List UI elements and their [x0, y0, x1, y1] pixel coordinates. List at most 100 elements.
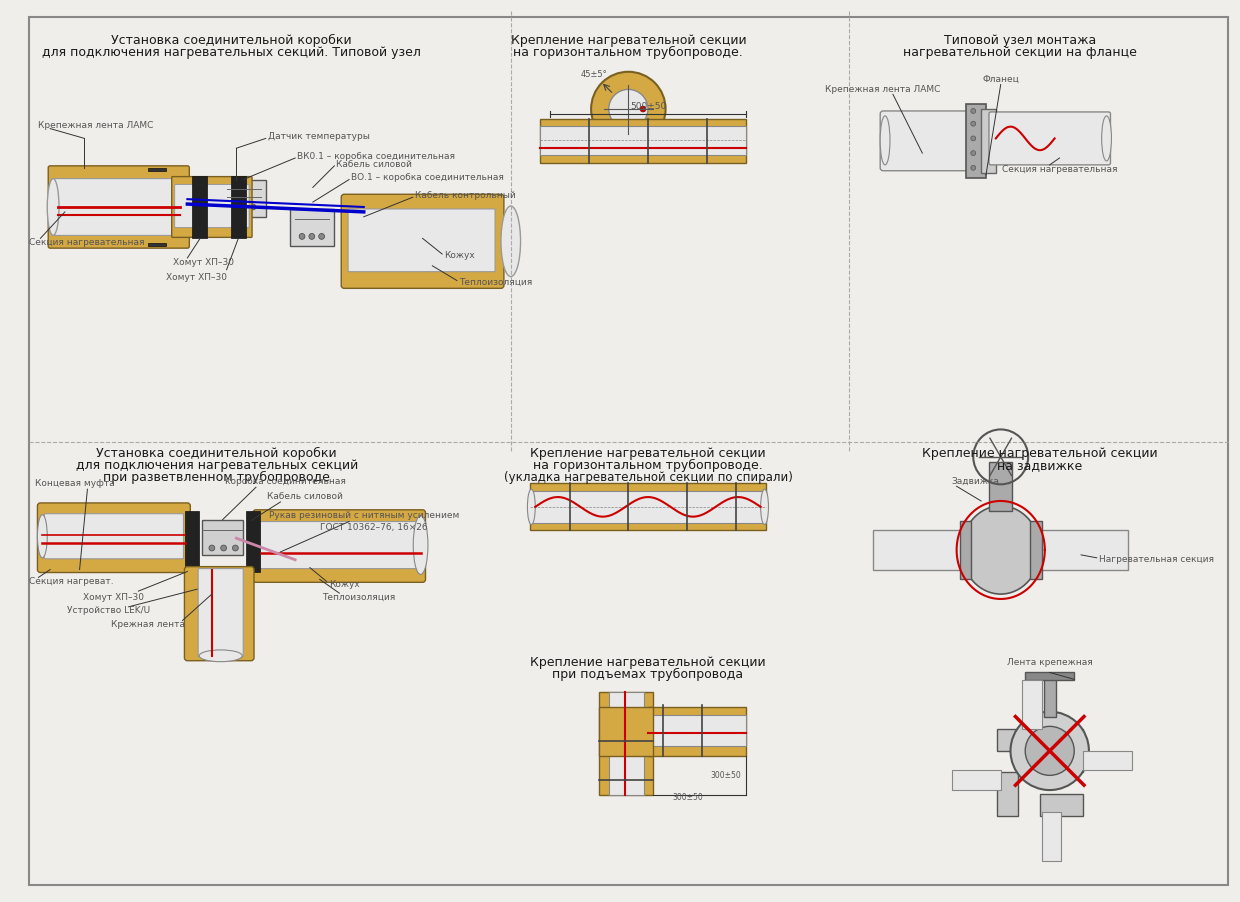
- Text: Крепление нагревательной секции: Крепление нагревательной секции: [511, 34, 746, 47]
- Text: Кабель контрольный: Кабель контрольный: [414, 190, 516, 199]
- Text: на задвижке: на задвижке: [997, 459, 1083, 473]
- FancyBboxPatch shape: [48, 166, 190, 248]
- Circle shape: [640, 106, 646, 112]
- Text: на горизонтальном трубопроводе.: на горизонтальном трубопроводе.: [533, 459, 763, 473]
- Text: Крежная лента: Крежная лента: [112, 620, 185, 629]
- Ellipse shape: [527, 489, 536, 524]
- Text: Датчик температуры: Датчик температуры: [268, 132, 370, 141]
- Text: для подключения нагревательных секций. Типовой узел: для подключения нагревательных секций. Т…: [42, 46, 420, 59]
- Bar: [148, 168, 166, 170]
- Bar: [1025, 673, 1074, 680]
- Bar: [997, 730, 1040, 750]
- FancyBboxPatch shape: [253, 510, 425, 583]
- Bar: [599, 707, 652, 756]
- Bar: [649, 707, 746, 756]
- Ellipse shape: [37, 515, 47, 557]
- Text: для подключения нагревательных секций: для подключения нагревательных секций: [76, 459, 358, 473]
- Bar: [1040, 794, 1083, 815]
- Text: Хомут ХП–30: Хомут ХП–30: [166, 273, 227, 282]
- Bar: [960, 520, 971, 579]
- FancyBboxPatch shape: [37, 503, 190, 573]
- Text: при разветвленном трубопроводе: при разветвленном трубопроводе: [103, 471, 330, 484]
- Text: Секция нагревательная: Секция нагревательная: [29, 238, 144, 247]
- Circle shape: [299, 234, 305, 239]
- Text: Крепление нагревательной секции: Крепление нагревательной секции: [531, 656, 766, 669]
- Circle shape: [591, 72, 666, 146]
- Circle shape: [971, 121, 976, 126]
- Bar: [997, 772, 1018, 815]
- Ellipse shape: [961, 506, 1040, 594]
- Text: коробка соединительная: коробка соединительная: [224, 477, 346, 486]
- Bar: [202, 520, 243, 555]
- Ellipse shape: [880, 115, 890, 165]
- Circle shape: [971, 108, 976, 114]
- Text: ВО.1 – коробка соединительная: ВО.1 – коробка соединительная: [351, 173, 503, 182]
- Circle shape: [971, 136, 976, 141]
- FancyBboxPatch shape: [55, 179, 184, 235]
- Text: на горизонтальном трубопроводе.: на горизонтальном трубопроводе.: [513, 46, 743, 59]
- Ellipse shape: [47, 179, 60, 235]
- FancyBboxPatch shape: [990, 112, 1111, 165]
- Bar: [966, 104, 986, 178]
- Circle shape: [971, 165, 976, 170]
- Circle shape: [1011, 712, 1089, 790]
- Circle shape: [1025, 726, 1074, 776]
- Text: Секция нагреват.: Секция нагреват.: [29, 577, 113, 585]
- Bar: [952, 770, 1001, 790]
- Bar: [990, 462, 1013, 511]
- FancyBboxPatch shape: [171, 177, 252, 237]
- Bar: [1042, 812, 1061, 861]
- FancyBboxPatch shape: [348, 209, 495, 272]
- FancyBboxPatch shape: [175, 185, 249, 227]
- Circle shape: [241, 204, 247, 210]
- Bar: [531, 492, 765, 522]
- Circle shape: [231, 204, 237, 210]
- Circle shape: [221, 545, 227, 551]
- Bar: [981, 109, 996, 172]
- Text: Типовой узел монтажа: Типовой узел монтажа: [944, 34, 1096, 47]
- Bar: [192, 176, 207, 238]
- Text: 300±50: 300±50: [672, 794, 703, 803]
- Circle shape: [309, 234, 315, 239]
- Bar: [541, 119, 746, 163]
- Circle shape: [232, 545, 238, 551]
- Bar: [1044, 677, 1055, 716]
- Text: Установка соединительной коробки: Установка соединительной коробки: [112, 34, 352, 47]
- Bar: [599, 692, 652, 795]
- Text: Теплоизоляция: Теплоизоляция: [459, 278, 532, 287]
- Bar: [531, 483, 765, 530]
- FancyBboxPatch shape: [880, 111, 985, 170]
- Text: Крепление нагревательной секции: Крепление нагревательной секции: [923, 447, 1158, 460]
- Text: Фланец: Фланец: [982, 75, 1019, 84]
- FancyBboxPatch shape: [260, 521, 419, 568]
- Bar: [247, 511, 260, 572]
- Bar: [148, 244, 166, 246]
- Text: Крепление нагревательной секции: Крепление нагревательной секции: [531, 447, 766, 460]
- Text: 300±50: 300±50: [711, 771, 742, 780]
- Circle shape: [971, 151, 976, 155]
- Bar: [1061, 730, 1083, 772]
- Bar: [186, 511, 200, 572]
- Text: Кожух: Кожух: [329, 580, 360, 589]
- Bar: [541, 125, 746, 155]
- Text: Кожух: Кожух: [444, 252, 475, 261]
- Bar: [1083, 750, 1132, 770]
- Bar: [222, 179, 265, 216]
- Text: Устройство LEK/U: Устройство LEK/U: [67, 606, 150, 615]
- Bar: [609, 692, 644, 795]
- Bar: [649, 714, 746, 746]
- Text: Кабель силовой: Кабель силовой: [267, 492, 343, 501]
- Text: Установка соединительной коробки: Установка соединительной коробки: [97, 447, 337, 461]
- Circle shape: [609, 89, 649, 129]
- Text: ВК0.1 – коробка соединительная: ВК0.1 – коробка соединительная: [298, 152, 455, 161]
- Ellipse shape: [501, 206, 521, 277]
- Bar: [1030, 520, 1042, 579]
- Bar: [873, 530, 961, 569]
- Ellipse shape: [760, 489, 769, 524]
- Text: 500±50: 500±50: [630, 102, 666, 111]
- Text: Крепежная лента ЛАМС: Крепежная лента ЛАМС: [826, 85, 941, 94]
- Ellipse shape: [413, 516, 428, 575]
- Circle shape: [208, 545, 215, 551]
- Ellipse shape: [200, 650, 242, 662]
- Text: Хомут ХП–30: Хомут ХП–30: [83, 593, 144, 602]
